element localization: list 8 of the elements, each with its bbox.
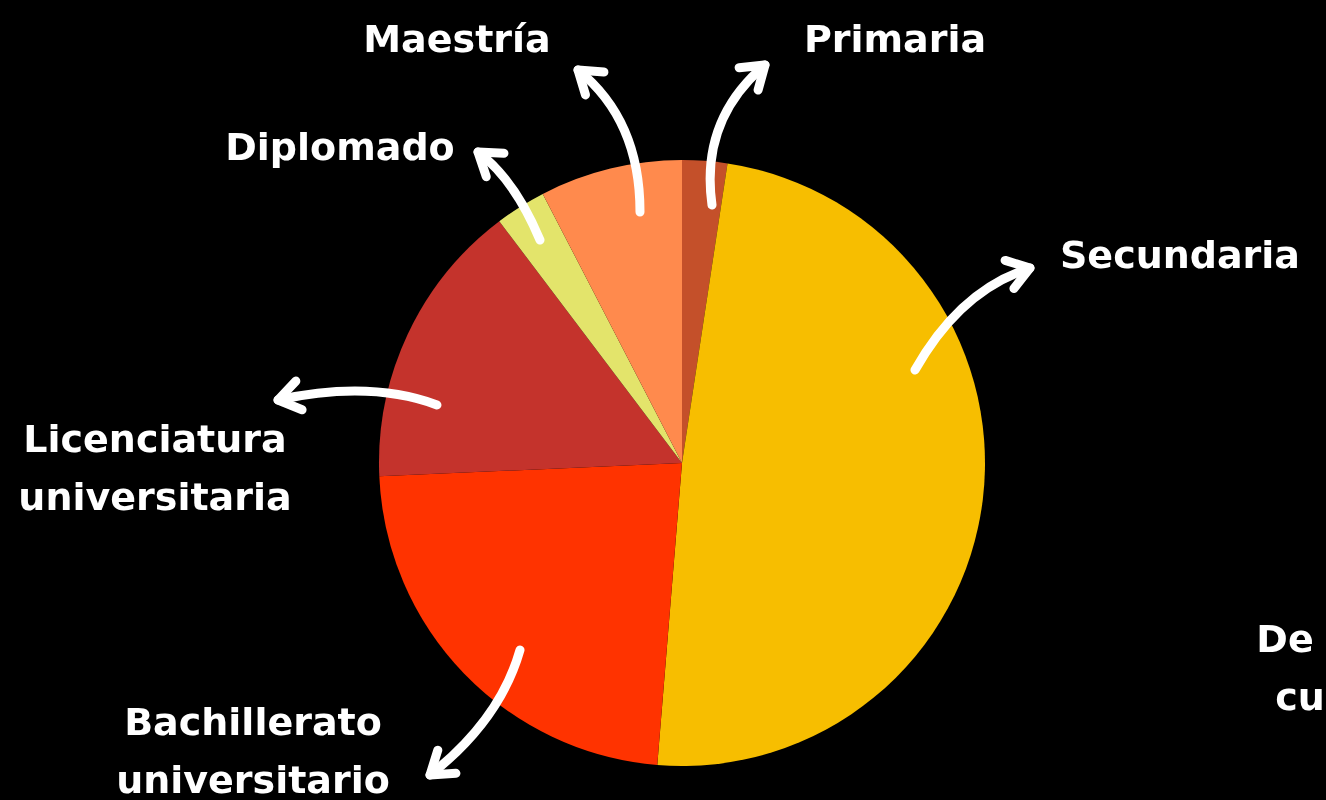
slice-label: Secundaria: [1059, 232, 1301, 277]
slice-label: Maestría: [363, 16, 551, 61]
slice-label: Bachillerato universitario: [116, 699, 390, 800]
slice-label: Diplomado: [225, 124, 455, 169]
text: cu: [1275, 674, 1325, 719]
text: De: [1256, 616, 1314, 661]
slice-label: Licenciatura universitaria: [18, 416, 292, 519]
slice-label: Primaria: [803, 16, 987, 61]
